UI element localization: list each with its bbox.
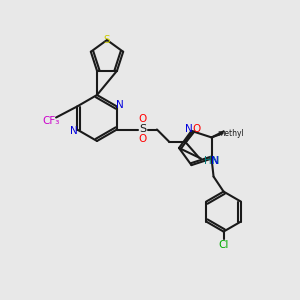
Text: S: S: [104, 35, 110, 45]
Text: N: N: [116, 100, 124, 110]
Text: N: N: [184, 124, 192, 134]
Text: N: N: [211, 156, 218, 166]
Text: N: N: [70, 125, 78, 136]
Text: O: O: [139, 134, 147, 145]
Text: S: S: [140, 124, 146, 134]
Text: O: O: [193, 124, 201, 134]
Text: Cl: Cl: [218, 240, 229, 250]
Text: CF₃: CF₃: [42, 116, 60, 125]
Text: O: O: [139, 115, 147, 124]
Text: HN: HN: [204, 157, 219, 166]
Text: methyl: methyl: [217, 129, 244, 138]
